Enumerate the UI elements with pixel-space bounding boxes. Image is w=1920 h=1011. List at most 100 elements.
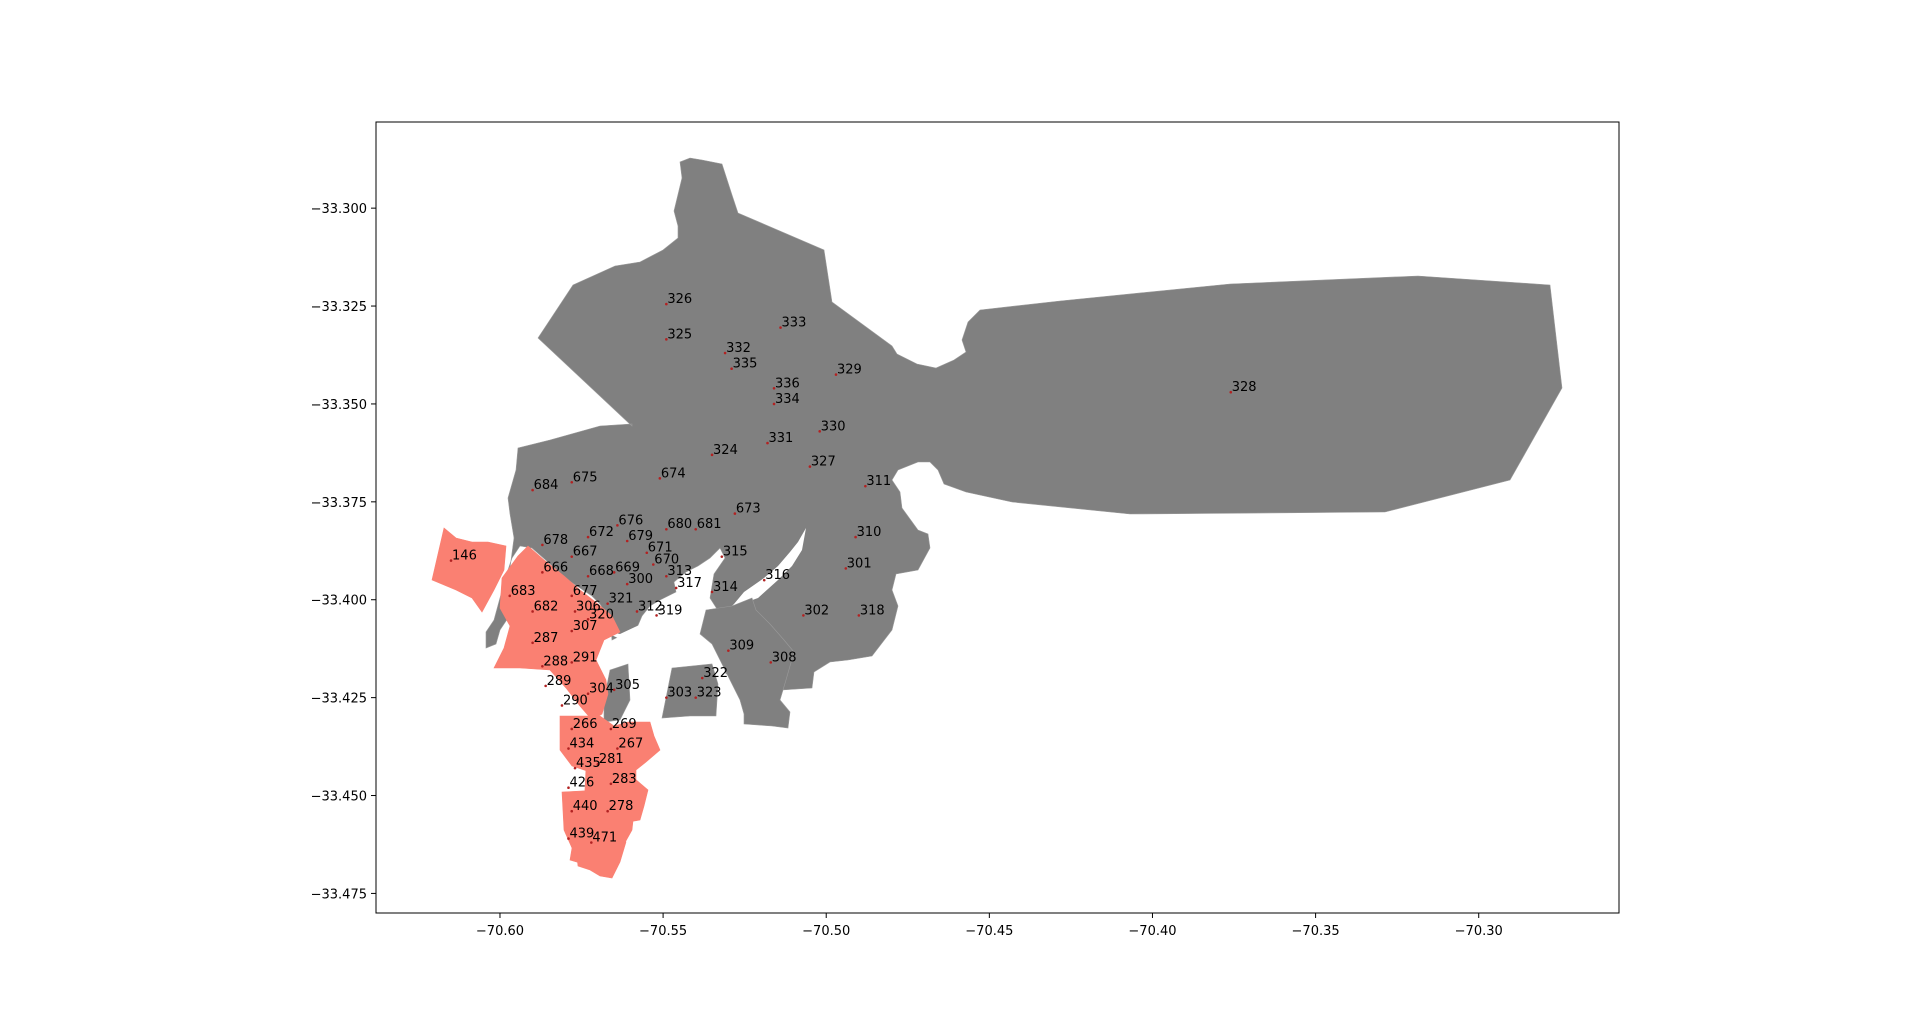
zone-centroid-670 xyxy=(652,563,655,566)
zone-label-333: 333 xyxy=(782,316,807,331)
region-central-grey xyxy=(485,157,1563,691)
y-tick-label: −33.375 xyxy=(311,496,367,511)
zone-label-316: 316 xyxy=(765,568,790,583)
zone-centroid-312 xyxy=(635,610,639,613)
region-south-grey-1 xyxy=(699,597,795,729)
y-tick-label: −33.325 xyxy=(311,300,367,315)
zone-label-439: 439 xyxy=(569,827,594,842)
zone-label-315: 315 xyxy=(723,545,748,560)
zone-label-146: 146 xyxy=(452,549,477,564)
zone-label-675: 675 xyxy=(573,470,598,485)
zone-centroid-673 xyxy=(733,512,737,515)
zone-label-267: 267 xyxy=(618,737,643,752)
zone-centroid-310 xyxy=(854,535,857,539)
zone-label-328: 328 xyxy=(1232,380,1257,395)
y-tick-label: −33.475 xyxy=(311,887,367,902)
zone-label-335: 335 xyxy=(733,357,758,372)
zone-centroid-289 xyxy=(544,684,547,688)
zone-centroid-314 xyxy=(710,590,714,594)
zone-centroid-332 xyxy=(723,351,727,355)
zone-label-319: 319 xyxy=(658,603,683,618)
zone-label-667: 667 xyxy=(573,545,598,560)
zone-centroid-684 xyxy=(531,488,534,492)
zone-centroid-288 xyxy=(541,665,544,668)
zone-label-314: 314 xyxy=(713,580,738,595)
zone-centroid-676 xyxy=(616,524,619,527)
zone-label-324: 324 xyxy=(713,443,738,458)
zone-label-680: 680 xyxy=(667,517,692,532)
zone-centroid-303 xyxy=(665,696,668,699)
zone-centroid-682 xyxy=(531,610,534,613)
zone-label-289: 289 xyxy=(547,674,572,689)
x-tick-label: −70.60 xyxy=(476,924,524,939)
zone-centroid-318 xyxy=(857,614,861,617)
zone-centroid-435 xyxy=(573,766,577,770)
zone-centroid-281 xyxy=(596,762,600,766)
zone-centroid-319 xyxy=(655,614,658,617)
zone-centroid-306 xyxy=(573,610,577,613)
zone-label-674: 674 xyxy=(661,466,686,481)
region-south-grey-2 xyxy=(661,663,719,719)
zone-label-331: 331 xyxy=(768,431,793,446)
zone-label-678: 678 xyxy=(543,533,568,548)
x-tick-label: −70.40 xyxy=(1128,924,1176,939)
zone-centroid-304 xyxy=(586,692,590,696)
zone-label-317: 317 xyxy=(677,576,702,591)
zone-centroid-300 xyxy=(625,582,629,586)
zone-label-300: 300 xyxy=(628,572,653,587)
region-gap xyxy=(730,528,806,608)
zone-label-301: 301 xyxy=(847,556,872,571)
zone-label-310: 310 xyxy=(857,525,882,540)
zone-label-471: 471 xyxy=(592,831,617,846)
zone-label-325: 325 xyxy=(667,327,692,342)
zone-label-682: 682 xyxy=(534,599,559,614)
centroid-dots xyxy=(449,302,1233,844)
zone-centroid-681 xyxy=(694,527,698,531)
y-tick-label: −33.450 xyxy=(311,790,367,805)
zone-label-309: 309 xyxy=(729,639,754,654)
zone-centroid-326 xyxy=(665,302,668,306)
zone-centroid-335 xyxy=(730,367,733,370)
zone-label-676: 676 xyxy=(618,513,643,528)
x-tick-label: −70.55 xyxy=(639,924,687,939)
zone-centroid-666 xyxy=(541,571,544,574)
x-tick-label: −70.30 xyxy=(1455,924,1503,939)
zone-label-434: 434 xyxy=(569,737,594,752)
y-tick-label: −33.300 xyxy=(311,202,367,217)
zone-label-672: 672 xyxy=(589,525,614,540)
zone-centroid-440 xyxy=(570,809,574,813)
zone-label-677: 677 xyxy=(573,584,598,599)
zone-label-332: 332 xyxy=(726,341,751,356)
zone-label-440: 440 xyxy=(573,799,598,814)
zone-label-681: 681 xyxy=(697,517,722,532)
zone-centroid-321 xyxy=(606,602,609,605)
zone-label-669: 669 xyxy=(615,560,640,575)
zone-centroid-667 xyxy=(570,555,574,558)
zone-label-290: 290 xyxy=(563,693,588,708)
zone-centroid-327 xyxy=(808,465,812,468)
zone-label-668: 668 xyxy=(589,564,614,579)
zone-label-329: 329 xyxy=(837,363,862,378)
zone-label-288: 288 xyxy=(543,654,568,669)
zone-label-426: 426 xyxy=(569,776,594,791)
x-axis: −70.60 −70.55 −70.50 −70.45 −70.40 −70.35 −70.… xyxy=(476,913,1503,939)
zone-centroid-266 xyxy=(570,727,574,731)
zone-centroid-334 xyxy=(772,402,776,406)
zone-centroid-291 xyxy=(570,661,574,664)
zone-centroid-336 xyxy=(772,386,776,390)
y-tick-label: −33.400 xyxy=(311,594,367,609)
zone-centroid-675 xyxy=(570,480,574,484)
region-highlight-south-4 xyxy=(573,827,627,879)
zone-centroid-311 xyxy=(864,484,867,488)
y-tick-label: −33.425 xyxy=(311,692,367,707)
zone-label-306: 306 xyxy=(576,599,601,614)
y-tick-label: −33.350 xyxy=(311,398,367,413)
zone-centroid-683 xyxy=(508,594,512,598)
zone-centroid-471 xyxy=(590,841,593,844)
zone-centroid-328 xyxy=(1229,390,1233,394)
zone-centroid-322 xyxy=(700,676,704,680)
region-highlight-west xyxy=(493,545,621,721)
zone-label-673: 673 xyxy=(736,502,761,517)
x-tick-label: −70.50 xyxy=(802,924,850,939)
